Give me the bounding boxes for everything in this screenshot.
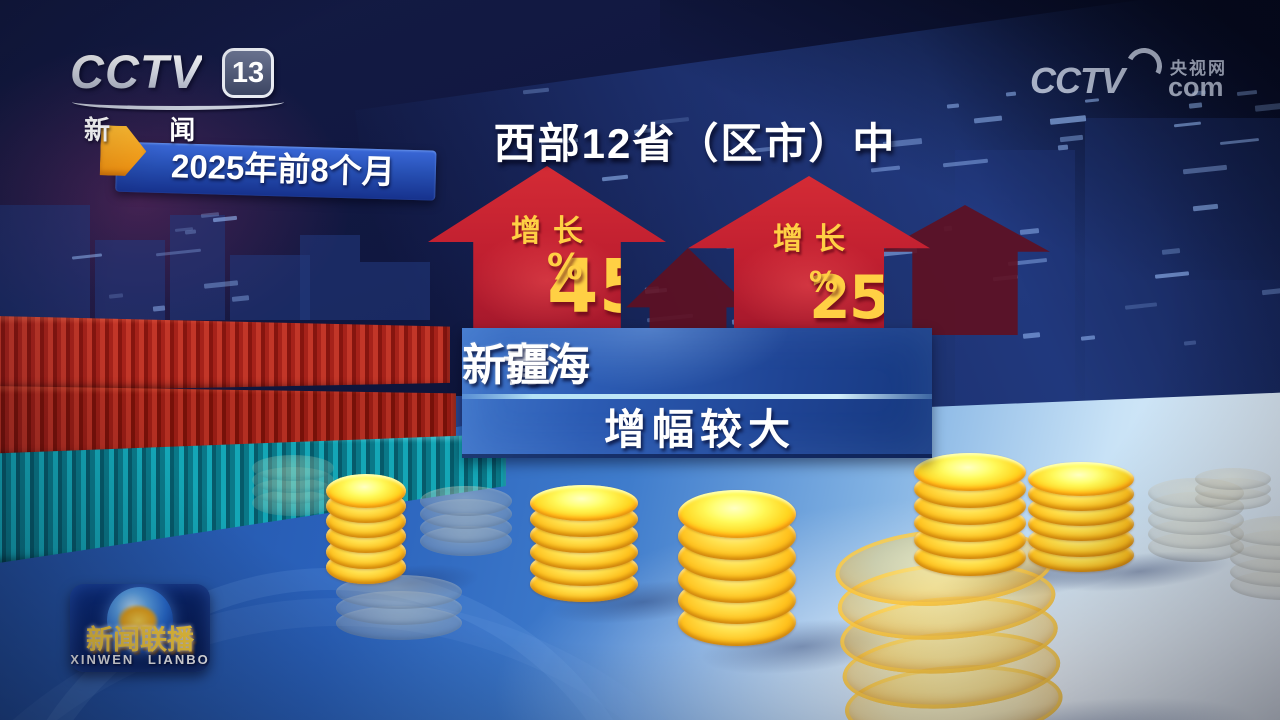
channel-number-badge: 13 (222, 48, 274, 98)
gold-coin-stack (252, 454, 334, 516)
coin (326, 473, 406, 508)
red-container-row-upper (0, 316, 450, 392)
gold-coin-stack (1148, 478, 1244, 562)
gold-coin-stack (1230, 516, 1280, 600)
gold-coin-stack (336, 575, 462, 641)
growth-label: 增长 (773, 223, 857, 256)
panel-divider (462, 394, 932, 399)
building-silhouette (1085, 118, 1280, 418)
province-name-left: 青海 (502, 341, 590, 390)
channel-wordmark: CCTV (70, 45, 202, 98)
coin (914, 452, 1026, 491)
coin (1148, 518, 1244, 549)
coin (420, 485, 512, 516)
coin (252, 466, 334, 493)
site-watermark: CCTV 央视网 com (1030, 43, 1250, 110)
coin (252, 454, 334, 481)
program-title: 新闻联播 (86, 625, 194, 655)
channel-logo: CCTV 13 新 闻 (70, 44, 310, 145)
coin (420, 512, 512, 543)
coin (1195, 468, 1271, 491)
panel-sheen (509, 328, 791, 391)
growth-label: 增长 (511, 215, 595, 248)
coin (252, 478, 334, 505)
gold-coin-stack (1195, 468, 1271, 510)
program-logo: 新闻联播 XINWEN LIANBO (70, 584, 210, 672)
province-name-right: 新疆 (462, 341, 550, 390)
program-subtitle: XINWEN LIANBO (70, 652, 210, 667)
logo-underline (72, 94, 284, 110)
coin (336, 606, 462, 641)
watermark-brand: CCTV (1030, 60, 1125, 101)
coin (1148, 505, 1244, 535)
gold-coin-stack (678, 490, 796, 647)
watermark-site: 央视网 (1170, 59, 1227, 78)
coin (336, 590, 462, 625)
building-silhouette (300, 235, 360, 320)
coin (420, 499, 512, 529)
gold-coin-stack (530, 485, 638, 603)
coin (1148, 478, 1244, 508)
globe-icon (107, 587, 173, 653)
province-panel: 青海 新疆 增幅较大 (462, 328, 932, 458)
gold-coin-stack (420, 485, 512, 556)
gold-coin-stack (1028, 461, 1134, 573)
channel-subtitle: 新 闻 (84, 115, 222, 145)
percent-sign: % (547, 247, 583, 288)
building-silhouette (360, 262, 430, 320)
gold-coin-stack (326, 473, 406, 585)
coin (1195, 478, 1271, 501)
coin (1148, 491, 1244, 522)
building-silhouette (170, 215, 225, 320)
building-silhouette (95, 240, 165, 320)
coin (1148, 532, 1244, 562)
coin (252, 490, 334, 516)
coin (1195, 488, 1271, 510)
building-silhouette (230, 255, 310, 320)
coin (530, 485, 638, 521)
percent-sign: % (809, 265, 838, 299)
gold-coin-stack (914, 452, 1026, 577)
headline: 西部12省（区市）中 (493, 120, 897, 167)
watermark-ring-icon (1121, 43, 1167, 89)
coin (678, 490, 796, 538)
panel-province-row: 青海 新疆 (462, 328, 932, 394)
building-silhouette (0, 205, 90, 320)
coin (420, 526, 512, 556)
watermark-domain: com (1168, 72, 1224, 102)
panel-note: 增幅较大 (603, 406, 796, 453)
coin (1028, 461, 1134, 496)
